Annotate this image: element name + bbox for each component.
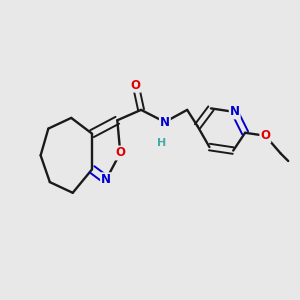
Text: N: N	[101, 173, 111, 186]
Text: O: O	[115, 146, 125, 160]
Text: N: N	[160, 116, 170, 129]
Text: O: O	[260, 129, 270, 142]
Text: H: H	[157, 138, 167, 148]
Text: N: N	[230, 106, 240, 118]
Text: O: O	[131, 79, 141, 92]
